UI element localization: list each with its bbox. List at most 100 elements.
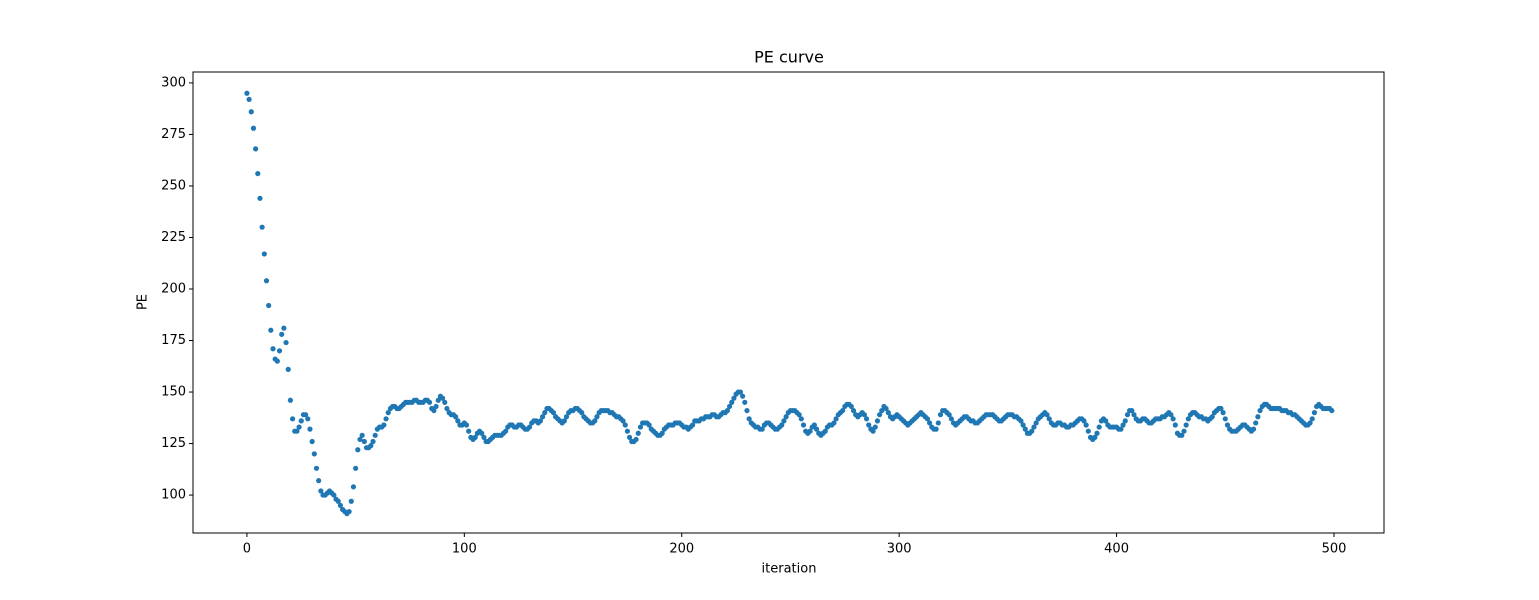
point	[1092, 434, 1098, 440]
point	[879, 407, 885, 414]
point	[1220, 410, 1226, 416]
point	[335, 498, 341, 504]
point	[1046, 416, 1052, 422]
point	[1022, 426, 1028, 432]
point	[946, 412, 952, 418]
plot-frame	[192, 71, 1385, 534]
point	[924, 416, 931, 422]
y-tick-label: 150	[161, 385, 186, 400]
point	[248, 109, 254, 115]
x-tick-label: 100	[452, 542, 477, 557]
point	[1103, 418, 1109, 424]
point	[1183, 422, 1189, 428]
point	[863, 416, 870, 422]
point	[646, 422, 652, 428]
point	[635, 430, 641, 436]
point	[1029, 428, 1035, 434]
x-tick-label: 0	[243, 542, 251, 557]
point	[1224, 422, 1231, 428]
point	[848, 403, 854, 410]
point	[1118, 426, 1124, 432]
point	[759, 426, 765, 432]
point	[526, 424, 533, 430]
point	[1222, 416, 1228, 422]
point	[1309, 416, 1315, 422]
point	[592, 418, 598, 424]
point	[927, 420, 933, 426]
point	[622, 422, 628, 428]
point	[1172, 422, 1178, 428]
y-tick-label: 125	[161, 436, 186, 451]
point	[626, 434, 633, 440]
point	[563, 414, 570, 420]
point	[307, 426, 313, 432]
point	[872, 424, 878, 430]
point	[1170, 416, 1176, 422]
point	[1168, 412, 1174, 418]
point	[796, 412, 802, 418]
point	[255, 170, 261, 177]
point	[472, 434, 478, 440]
point	[822, 428, 828, 434]
point	[742, 399, 748, 405]
point	[850, 407, 857, 414]
point	[783, 414, 789, 420]
point	[633, 436, 639, 443]
point	[253, 146, 259, 152]
point	[246, 96, 252, 103]
point	[1094, 430, 1100, 436]
point	[313, 465, 320, 471]
y-tick-label: 225	[161, 230, 186, 245]
point	[800, 422, 807, 428]
point	[1120, 422, 1126, 428]
point	[426, 399, 433, 405]
point	[561, 418, 567, 424]
point	[355, 447, 361, 453]
point	[287, 397, 294, 403]
point	[1311, 410, 1318, 416]
chart-title: PE curve	[754, 48, 824, 67]
point	[1124, 412, 1131, 418]
point	[385, 410, 391, 416]
point	[1209, 414, 1215, 420]
point	[285, 366, 291, 372]
point	[724, 407, 731, 414]
point	[637, 424, 644, 430]
point	[257, 195, 263, 201]
x-tick-label: 500	[1322, 542, 1347, 557]
x-tick-label: 400	[1104, 542, 1129, 557]
point	[729, 399, 735, 405]
point	[370, 438, 376, 445]
point	[439, 395, 446, 401]
point	[381, 422, 387, 428]
point	[368, 443, 374, 449]
point	[1085, 428, 1091, 434]
point	[357, 436, 363, 443]
point	[1033, 420, 1039, 426]
point	[731, 395, 737, 401]
y-tick-label: 250	[161, 178, 186, 193]
point	[883, 405, 889, 412]
point	[1218, 405, 1224, 412]
point	[624, 428, 630, 434]
point	[305, 416, 311, 422]
point	[1185, 416, 1191, 422]
point	[268, 327, 274, 333]
y-axis-label: PE	[136, 294, 151, 310]
point	[337, 502, 344, 508]
point	[435, 397, 441, 403]
point	[807, 428, 813, 434]
y-tick-label: 175	[161, 333, 186, 348]
y-tick-label: 275	[161, 127, 186, 142]
point	[281, 325, 287, 331]
point	[383, 416, 389, 422]
x-tick-label: 200	[669, 542, 694, 557]
point	[798, 416, 804, 422]
y-tick-label: 300	[161, 75, 186, 90]
point	[1031, 424, 1037, 430]
point	[1129, 407, 1135, 414]
y-tick-label: 100	[161, 488, 186, 503]
point	[870, 428, 876, 434]
point	[276, 348, 283, 354]
